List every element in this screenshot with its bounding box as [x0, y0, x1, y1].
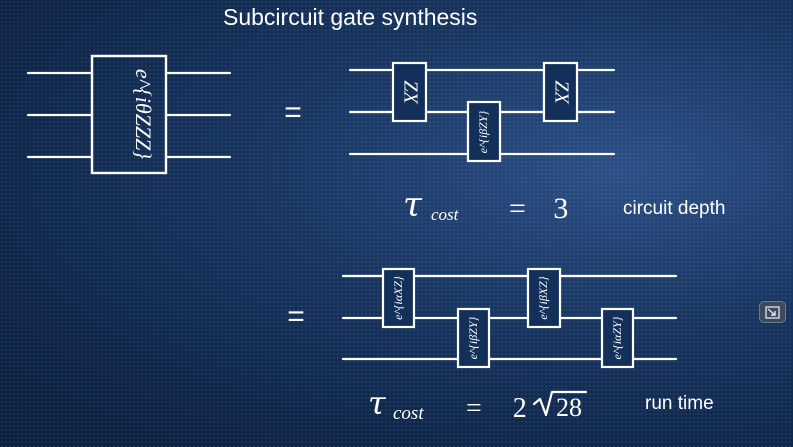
- run-time-label: run time: [645, 393, 714, 414]
- zx-gate-1: [391, 61, 428, 123]
- zy-gate-1-label: e^{iβZY}: [466, 316, 480, 359]
- xz-gate-1: [381, 267, 416, 329]
- shrink-window-button[interactable]: [759, 301, 786, 323]
- shrink-window-icon: [765, 305, 780, 319]
- zx-gate-1-label: ZX: [399, 80, 421, 104]
- cost-subscript: cost: [431, 205, 460, 224]
- zy-gate-2: [600, 307, 635, 369]
- xz-gate-1-label: e^{iαXZ}: [391, 276, 405, 320]
- zy-gate: [466, 100, 502, 163]
- xz-gate-2: [526, 267, 562, 329]
- tau-symbol-2: τ: [368, 384, 387, 422]
- equals-sign-2: =: [287, 300, 305, 333]
- sqrt-sign: [532, 390, 588, 417]
- zy-gate-label: e^{iβZY}: [476, 110, 490, 153]
- runtime-cost-formula: τ cost = 2 28: [368, 384, 588, 424]
- xz-gate-2-label: e^{iβXZ}: [536, 276, 550, 320]
- cost-subscript-2: cost: [393, 403, 424, 424]
- zy-gate-2-label: e^{iαZY}: [610, 316, 624, 359]
- equals-sign-1: =: [284, 96, 302, 129]
- left-circuit: e^{iθZZZ}: [26, 54, 232, 175]
- depth-circuit: ZX e^{iβZY} ZX: [348, 61, 616, 163]
- zy-gate-1: [456, 307, 491, 369]
- runtime-circuit: e^{iαXZ} e^{iβZY} e^{iβXZ} e^{iαZY}: [341, 267, 678, 369]
- runtime-cost-value: = 2: [466, 393, 539, 424]
- zx-gate-2: [542, 61, 579, 123]
- page-title: Subcircuit gate synthesis: [223, 4, 478, 30]
- zzz-gate-label: e^{iθZZZ}: [131, 69, 156, 159]
- tau-symbol: τ: [403, 185, 423, 225]
- depth-cost-value: = 3: [509, 192, 578, 225]
- circuit-depth-label: circuit depth: [623, 198, 726, 219]
- depth-cost-formula: τ cost = 3: [403, 185, 578, 225]
- zzz-gate-box: [90, 54, 168, 175]
- zx-gate-2-label: ZX: [550, 80, 572, 104]
- sqrt-radicand: 28: [556, 393, 582, 422]
